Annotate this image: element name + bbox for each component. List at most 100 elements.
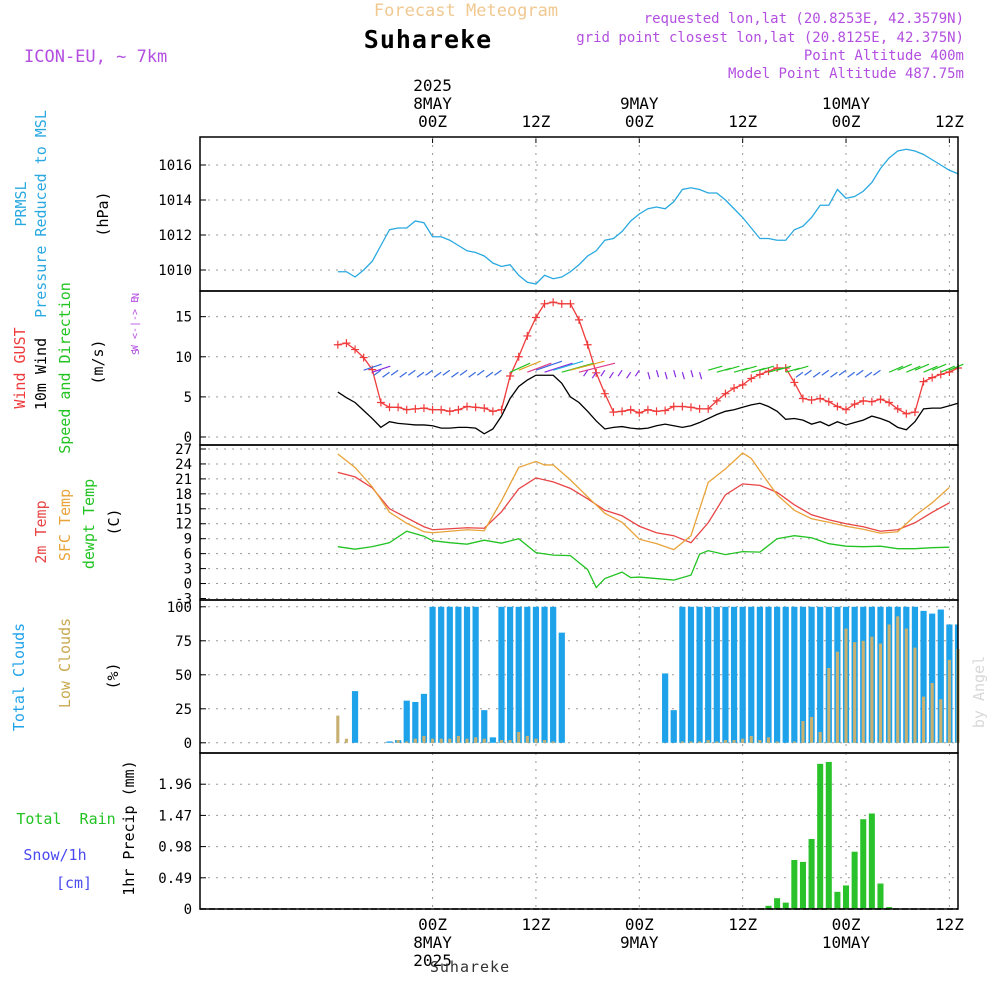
bar-total-clouds [929, 613, 936, 743]
gust-marker [342, 339, 351, 348]
gust-marker [643, 405, 652, 414]
gust-marker [755, 370, 764, 379]
gust-marker [523, 331, 532, 340]
wind-arrow [442, 369, 451, 376]
bar-low-clouds [508, 740, 512, 743]
bar-low-clouds [680, 741, 684, 743]
bar-total-clouds [515, 606, 522, 743]
gust-marker [428, 405, 437, 414]
bar-total-clouds [662, 673, 669, 743]
bar-low-clouds [525, 736, 529, 743]
bar-total-clouds [403, 700, 410, 743]
bar-low-clouds [878, 643, 883, 743]
bar-low-clouds [921, 696, 926, 743]
wind-arrow [873, 369, 881, 376]
gust-marker [540, 299, 549, 308]
gust-marker [609, 408, 618, 417]
gust-marker [635, 408, 644, 417]
wind-arrow [570, 360, 605, 371]
wind-arrow [626, 371, 632, 379]
wind-arrow [664, 372, 668, 380]
wind-arrow [821, 369, 830, 376]
bar-rain [868, 813, 875, 909]
bar-total-clouds [774, 606, 781, 743]
location-title: Suhareke [364, 25, 492, 54]
wind-arrow [372, 365, 391, 373]
temp-title-dewpt: dewpt Temp [80, 479, 98, 569]
wind-arrow [535, 360, 563, 371]
meteogram-panels: 1010101210141016051015-30369121518212427… [158, 136, 964, 918]
gust-marker [480, 404, 489, 413]
bar-low-clouds [474, 737, 478, 743]
bar-low-clouds [542, 740, 547, 743]
bar-low-clouds [947, 659, 951, 743]
gust-marker [867, 397, 876, 406]
bar-low-clouds [534, 738, 538, 743]
wind-arrow [634, 369, 640, 377]
top-axis-label: 00Z [625, 112, 654, 131]
bar-low-clouds [413, 738, 417, 743]
temp-title-sfc: SFC Temp [56, 489, 74, 561]
bottom-axis-label: 00Z [418, 915, 447, 934]
bar-low-clouds [939, 699, 943, 743]
bar-low-clouds [741, 738, 745, 743]
bar-low-clouds [689, 741, 693, 743]
precip-title-rain: Total Rain [16, 810, 115, 828]
bar-low-clouds [844, 628, 848, 743]
gust-marker [445, 407, 454, 416]
bar-total-clouds [489, 737, 496, 743]
wind-arrow [600, 369, 606, 377]
wind-arrow [708, 365, 723, 371]
bar-low-clouds [896, 616, 900, 743]
wind-arrow [914, 363, 930, 371]
bar-total-clouds [429, 606, 436, 743]
temp-title-2m: 2m Temp [32, 500, 50, 563]
bar-total-clouds [679, 606, 686, 743]
wind-direction-arrows [363, 360, 964, 380]
bar-total-clouds [558, 632, 565, 743]
bar-low-clouds [870, 636, 874, 743]
bar-total-clouds [550, 606, 557, 743]
wind-title: Wind GUST 10m Wind Speed and Direction (… [11, 282, 142, 454]
bar-total-clouds [799, 606, 807, 743]
y-tick-label: 0 [184, 736, 192, 752]
y-tick-label: 75 [175, 634, 192, 650]
gust-marker [454, 405, 463, 414]
bar-low-clouds [439, 738, 443, 743]
gust-marker [385, 403, 394, 412]
y-tick-label: 0 [184, 902, 192, 918]
wind-ylabel: (m/s) [89, 339, 107, 384]
gust-marker [945, 368, 954, 377]
temp-ylabel: (C) [105, 508, 123, 535]
wind-arrow [608, 371, 614, 379]
bar-total-clouds [541, 606, 548, 743]
top-axis-label: 12Z [728, 112, 757, 131]
bar-low-clouds [431, 738, 435, 743]
bar-total-clouds [463, 606, 471, 743]
bar-rain [860, 819, 867, 909]
bar-rain [851, 851, 858, 909]
gust-marker [626, 405, 635, 414]
watermark: by Angel [970, 656, 988, 728]
wind-arrow [399, 371, 408, 378]
bar-total-clouds [756, 606, 763, 743]
grid-point-coords: grid point closest lon,lat (20.8125E, 42… [576, 30, 964, 46]
gust-marker [566, 299, 575, 308]
gust-marker [351, 345, 360, 354]
gust-marker [471, 403, 480, 412]
bar-total-clouds [696, 606, 703, 743]
gust-marker [730, 384, 739, 393]
point-altitude: Point Altitude 400m [804, 48, 964, 64]
wind-arrow [742, 365, 757, 371]
gust-marker [695, 404, 704, 413]
bar-low-clouds [698, 741, 702, 743]
bar-total-clouds [791, 606, 798, 743]
panel-frame [199, 752, 959, 910]
bar-low-clouds [732, 740, 736, 743]
compass-n: N [131, 293, 142, 299]
wind-arrow [759, 365, 775, 371]
gust-marker [910, 408, 919, 417]
wind-arrow [363, 363, 382, 371]
gust-marker [773, 364, 782, 372]
